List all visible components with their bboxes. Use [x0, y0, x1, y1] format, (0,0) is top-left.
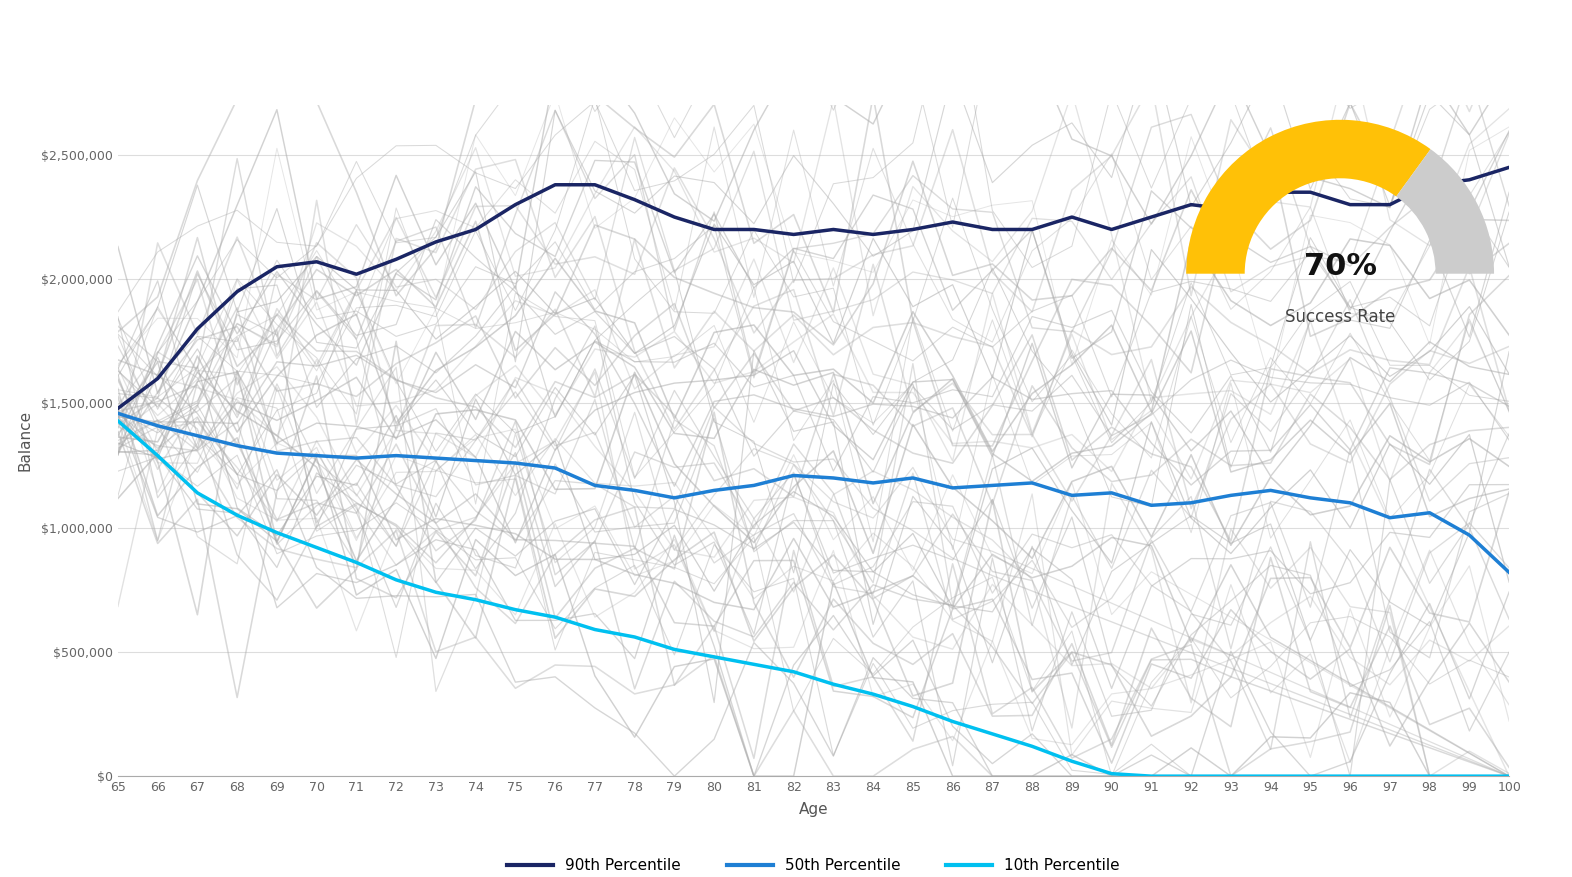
- Y-axis label: Balance: Balance: [17, 410, 33, 471]
- Text: 70%: 70%: [1303, 252, 1377, 281]
- X-axis label: Age: Age: [799, 802, 828, 817]
- Legend: 90th Percentile, 50th Percentile, 10th Percentile: 90th Percentile, 50th Percentile, 10th P…: [501, 852, 1126, 877]
- Wedge shape: [1187, 120, 1431, 274]
- Text: Success Rate: Success Rate: [1284, 308, 1396, 325]
- Wedge shape: [1396, 149, 1493, 274]
